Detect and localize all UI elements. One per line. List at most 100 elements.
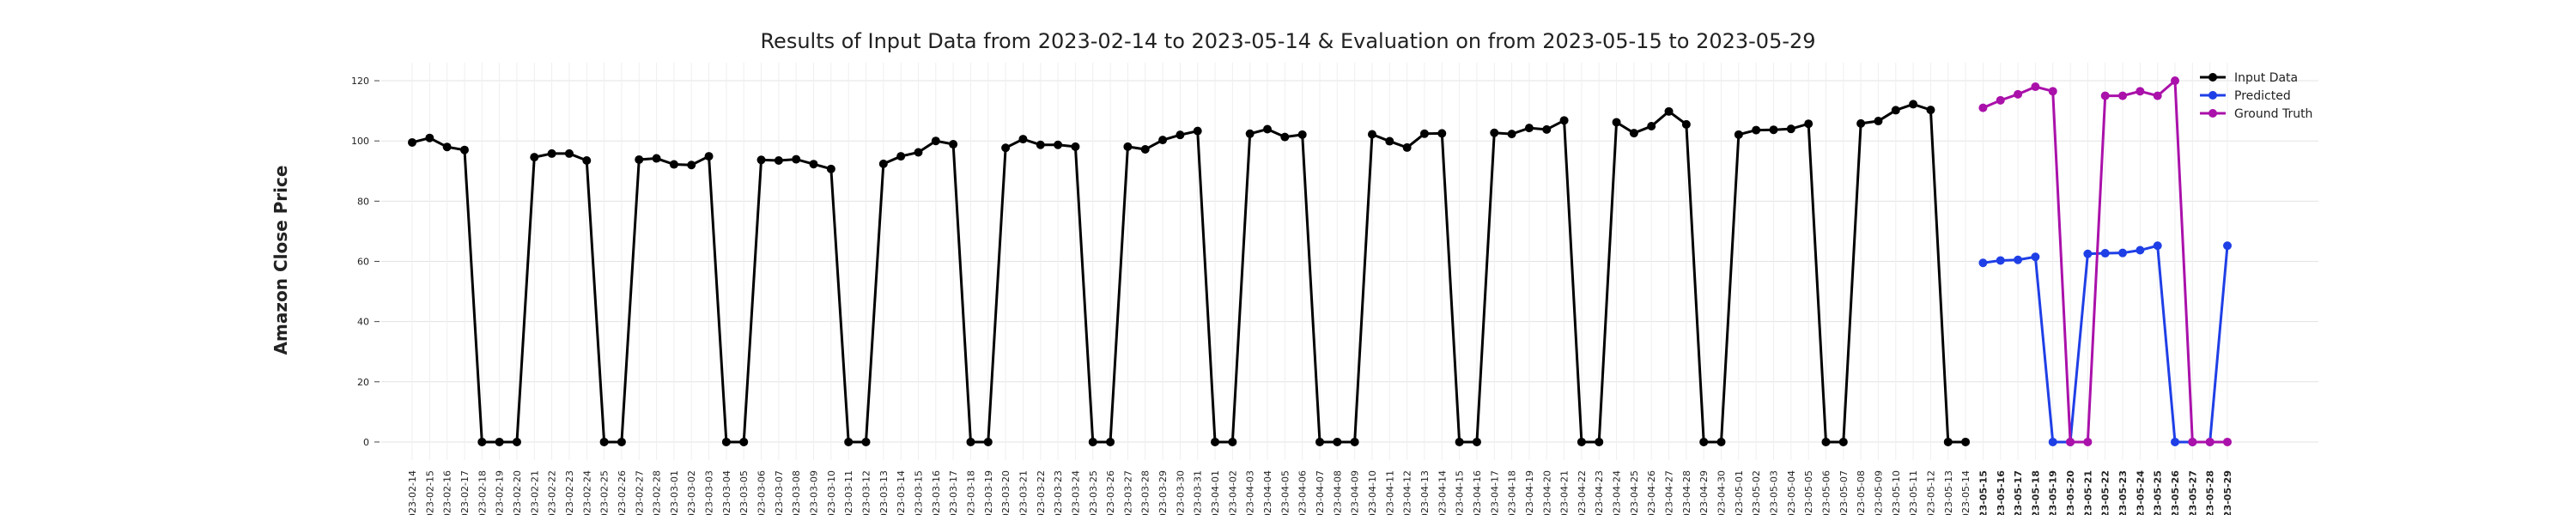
x-tick-label: 2023-04-12 [1402, 470, 1413, 515]
x-tick-label: 2023-02-23 [564, 470, 575, 515]
data-point [1681, 119, 1691, 129]
x-tick-label: 2023-02-27 [634, 470, 645, 515]
data-point [2153, 241, 2162, 251]
x-tick-label: 2023-03-02 [686, 470, 697, 515]
x-tick-label: 2023-02-15 [424, 470, 435, 515]
data-point [1524, 124, 1534, 133]
data-point [721, 437, 731, 446]
x-tick-label: 2023-05-08 [1856, 470, 1867, 515]
x-tick-label: 2023-05-29 [2222, 470, 2233, 515]
data-point [2136, 87, 2145, 96]
x-tick-label: 2023-03-03 [704, 470, 715, 515]
data-point [1595, 437, 1604, 446]
x-tick-label: 2023-03-20 [1000, 470, 1012, 515]
data-point [1559, 116, 1569, 125]
x-tick-label: 2023-03-05 [738, 470, 750, 515]
x-tick-label: 2023-05-28 [2205, 470, 2216, 515]
data-point [756, 155, 766, 165]
x-tick-label: 2023-02-18 [477, 470, 488, 515]
data-point [1874, 117, 1883, 126]
x-tick-label: 2023-02-14 [407, 470, 418, 515]
x-tick-label: 2023-05-13 [1943, 470, 1954, 515]
data-point [1245, 129, 1255, 138]
data-point [2083, 249, 2093, 258]
data-point [1367, 130, 1376, 139]
x-tick-label: 2023-05-14 [1960, 470, 1971, 515]
x-tick-label: 2023-03-31 [1193, 470, 1204, 515]
data-point [1577, 437, 1586, 446]
x-tick-label: 2023-05-25 [2153, 470, 2164, 515]
x-tick-label: 2023-03-13 [878, 470, 890, 515]
legend-label: Ground Truth [2234, 107, 2312, 121]
x-tick-label: 2023-03-23 [1053, 470, 1064, 515]
x-tick-label: 2023-05-05 [1803, 470, 1814, 515]
x-tick-label: 2023-04-30 [1716, 470, 1728, 515]
y-tick-label: 100 [351, 136, 369, 147]
x-tick-label: 2023-05-09 [1873, 470, 1884, 515]
data-point [2171, 437, 2180, 446]
x-tick-label: 2023-03-27 [1122, 470, 1133, 515]
data-point [1664, 106, 1674, 116]
data-point [2136, 245, 2145, 255]
x-tick-label: 2023-02-22 [547, 470, 558, 515]
data-point [1472, 437, 1481, 446]
data-point [2014, 255, 2023, 264]
data-point [2048, 437, 2057, 446]
x-tick-label: 2023-03-18 [965, 470, 976, 515]
data-point [1612, 118, 1621, 127]
x-tick-label: 2023-03-01 [669, 470, 680, 515]
x-tick-label: 2023-04-26 [1646, 470, 1657, 515]
x-tick-label: 2023-05-11 [1908, 470, 1919, 515]
data-point [1315, 437, 1324, 446]
chart-title: Results of Input Data from 2023-02-14 to… [760, 29, 1815, 53]
x-tick-label: 2023-05-27 [2187, 470, 2198, 515]
data-point [1419, 129, 1429, 138]
x-tick-label: 2023-05-10 [1891, 470, 1902, 515]
data-point [2031, 252, 2040, 262]
x-tick-label: 2023-04-07 [1315, 470, 1326, 515]
data-point [1350, 437, 1359, 446]
data-point [564, 148, 574, 158]
x-tick-label: 2023-04-04 [1262, 470, 1273, 515]
data-point [1769, 125, 1778, 135]
x-tick-label: 2023-04-24 [1612, 470, 1623, 515]
data-point [861, 437, 871, 446]
data-point [477, 437, 487, 446]
x-tick-label: 2023-02-21 [529, 470, 540, 515]
data-point [1647, 122, 1656, 131]
x-tick-label: 2023-03-30 [1175, 470, 1186, 515]
x-tick-label: 2023-05-17 [2013, 470, 2024, 515]
data-point [599, 437, 609, 446]
x-tick-label: 2023-05-19 [2048, 470, 2059, 515]
data-point [408, 137, 416, 147]
x-tick-label: 2023-04-19 [1524, 470, 1535, 515]
x-tick-label: 2023-04-18 [1507, 470, 1518, 515]
data-point [1542, 124, 1552, 134]
data-point [425, 133, 434, 142]
data-point [792, 154, 801, 164]
x-tick-label: 2023-02-28 [652, 470, 663, 515]
data-point [1490, 128, 1499, 137]
x-tick-label: 2023-03-06 [756, 470, 768, 515]
data-point [1106, 437, 1115, 446]
data-point [2118, 91, 2128, 100]
data-point [1071, 142, 1080, 151]
data-point [1926, 106, 1935, 115]
data-point [878, 159, 888, 168]
x-tick-label: 2023-03-11 [843, 470, 854, 515]
data-point [966, 437, 975, 446]
data-point [1211, 437, 1220, 446]
data-point [2171, 76, 2180, 86]
x-tick-label: 2023-04-05 [1279, 470, 1291, 515]
data-point [512, 437, 521, 446]
x-tick-label: 2023-04-10 [1367, 470, 1378, 515]
x-tick-label: 2023-03-29 [1157, 470, 1169, 515]
data-point [2100, 91, 2110, 100]
series-line [411, 102, 1966, 444]
data-point [704, 152, 714, 161]
data-point [1507, 130, 1516, 139]
legend-label: Predicted [2234, 89, 2291, 103]
x-tick-label: 2023-03-16 [931, 470, 942, 515]
x-tick-label: 2023-05-15 [1978, 470, 1989, 515]
